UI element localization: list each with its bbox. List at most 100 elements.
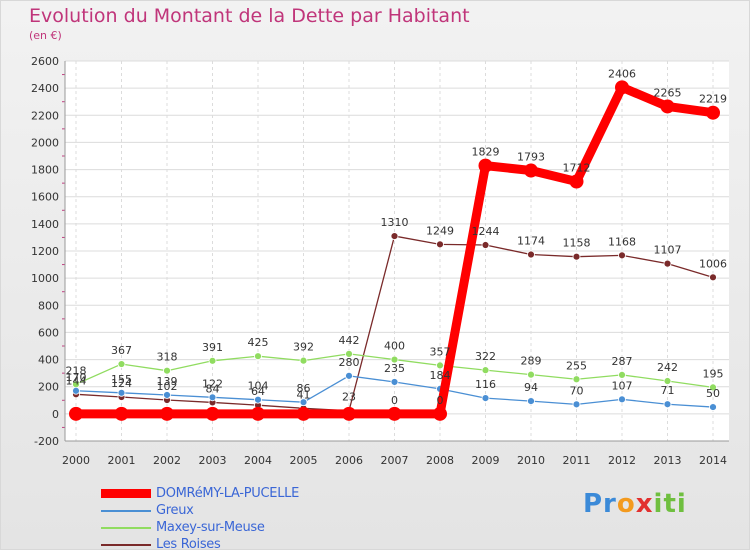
x-tick-label: 2004 (244, 454, 272, 467)
data-point (205, 406, 220, 421)
y-tick-label: 200 (38, 381, 59, 394)
legend-label: Greux (156, 503, 194, 518)
data-label: 391 (202, 341, 223, 354)
data-label: 1244 (472, 225, 500, 238)
data-point (390, 355, 399, 364)
x-tick-label: 2001 (108, 454, 136, 467)
data-point (572, 252, 581, 261)
data-label: 41 (297, 388, 311, 401)
data-label: 2265 (654, 86, 682, 99)
data-point (208, 393, 217, 402)
data-label: 1712 (563, 162, 591, 175)
data-point (572, 375, 581, 384)
y-tick-label: 600 (38, 326, 59, 339)
data-label: 1249 (426, 224, 454, 237)
data-label: 367 (111, 344, 132, 357)
data-label: 0 (391, 394, 398, 407)
data-point (527, 397, 535, 406)
x-tick-label: 2012 (608, 454, 636, 467)
data-label: 94 (524, 381, 538, 394)
x-tick-label: 2005 (290, 454, 318, 467)
x-tick-label: 2011 (563, 454, 591, 467)
y-tick-label: 400 (38, 354, 59, 367)
data-point (618, 251, 626, 260)
data-point (663, 259, 672, 268)
y-tick-label: 2400 (31, 82, 59, 95)
data-label: 102 (157, 380, 178, 393)
data-point (709, 273, 717, 282)
legend: DOMRéMY-LA-PUCELLE Greux Maxey-sur-Meuse… (101, 485, 299, 553)
data-point (299, 356, 308, 365)
legend-item: Maxey-sur-Meuse (101, 519, 299, 536)
data-label: 104 (248, 380, 269, 393)
legend-swatch (101, 544, 151, 546)
x-tick-label: 2014 (699, 454, 727, 467)
data-label: 64 (251, 385, 265, 398)
proxiti-logo: Proxiti (583, 489, 687, 519)
data-label: 1174 (517, 235, 545, 248)
y-tick-label: 1400 (31, 218, 59, 231)
data-point (618, 371, 626, 379)
data-label: 425 (248, 336, 269, 349)
gridlines (65, 60, 729, 442)
data-label: 155 (111, 373, 132, 386)
data-label: 71 (661, 384, 675, 397)
data-point (569, 174, 584, 189)
data-label: 0 (437, 394, 444, 407)
y-tick-label: 2200 (31, 109, 59, 122)
y-tick-label: 2600 (31, 55, 59, 68)
data-point (660, 99, 675, 114)
data-point (387, 406, 402, 421)
data-label: 2406 (608, 67, 636, 80)
data-label: 287 (612, 355, 633, 368)
data-point (663, 400, 672, 409)
data-label: 23 (342, 391, 356, 404)
x-tick-label: 2000 (62, 454, 90, 467)
y-tick-label: 800 (38, 299, 59, 312)
data-label: 280 (339, 356, 360, 369)
data-label: 86 (297, 382, 311, 395)
data-label: 139 (157, 375, 178, 388)
x-tick-label: 2009 (472, 454, 500, 467)
axes: -200020040060080010001200140016001800200… (31, 55, 729, 467)
data-label: 322 (475, 350, 496, 363)
data-point (481, 366, 490, 375)
x-tick-label: 2010 (517, 454, 545, 467)
data-label: 289 (521, 355, 542, 368)
x-tick-label: 2006 (335, 454, 363, 467)
legend-item: Greux (101, 502, 299, 519)
legend-swatch (101, 489, 151, 498)
data-point (527, 250, 535, 259)
legend-swatch (101, 527, 151, 529)
data-point (663, 377, 672, 385)
data-label: 392 (293, 341, 314, 354)
legend-item: DOMRéMY-LA-PUCELLE (101, 485, 299, 502)
data-point (254, 395, 262, 404)
data-point (709, 403, 717, 411)
data-point (436, 240, 444, 249)
data-label: 116 (475, 378, 496, 391)
data-label: 124 (111, 377, 132, 390)
data-label: 50 (706, 387, 720, 400)
data-label: 1158 (563, 237, 591, 250)
data-label: 1168 (608, 235, 636, 248)
data-point (163, 391, 171, 399)
data-label: 184 (430, 369, 451, 382)
data-point (706, 105, 720, 120)
data-point (481, 241, 490, 249)
data-point (572, 400, 581, 409)
data-point (709, 383, 717, 392)
data-label: 400 (384, 340, 405, 353)
data-point (436, 361, 444, 370)
x-tick-label: 2007 (381, 454, 409, 467)
data-label: 2219 (699, 93, 727, 106)
data-point (527, 370, 535, 379)
legend-label: Maxey-sur-Meuse (156, 520, 265, 535)
data-label: 255 (566, 359, 587, 372)
chart-unit: (en €) (29, 29, 62, 42)
data-point (208, 356, 217, 365)
data-point (433, 406, 447, 421)
data-point (524, 163, 538, 178)
